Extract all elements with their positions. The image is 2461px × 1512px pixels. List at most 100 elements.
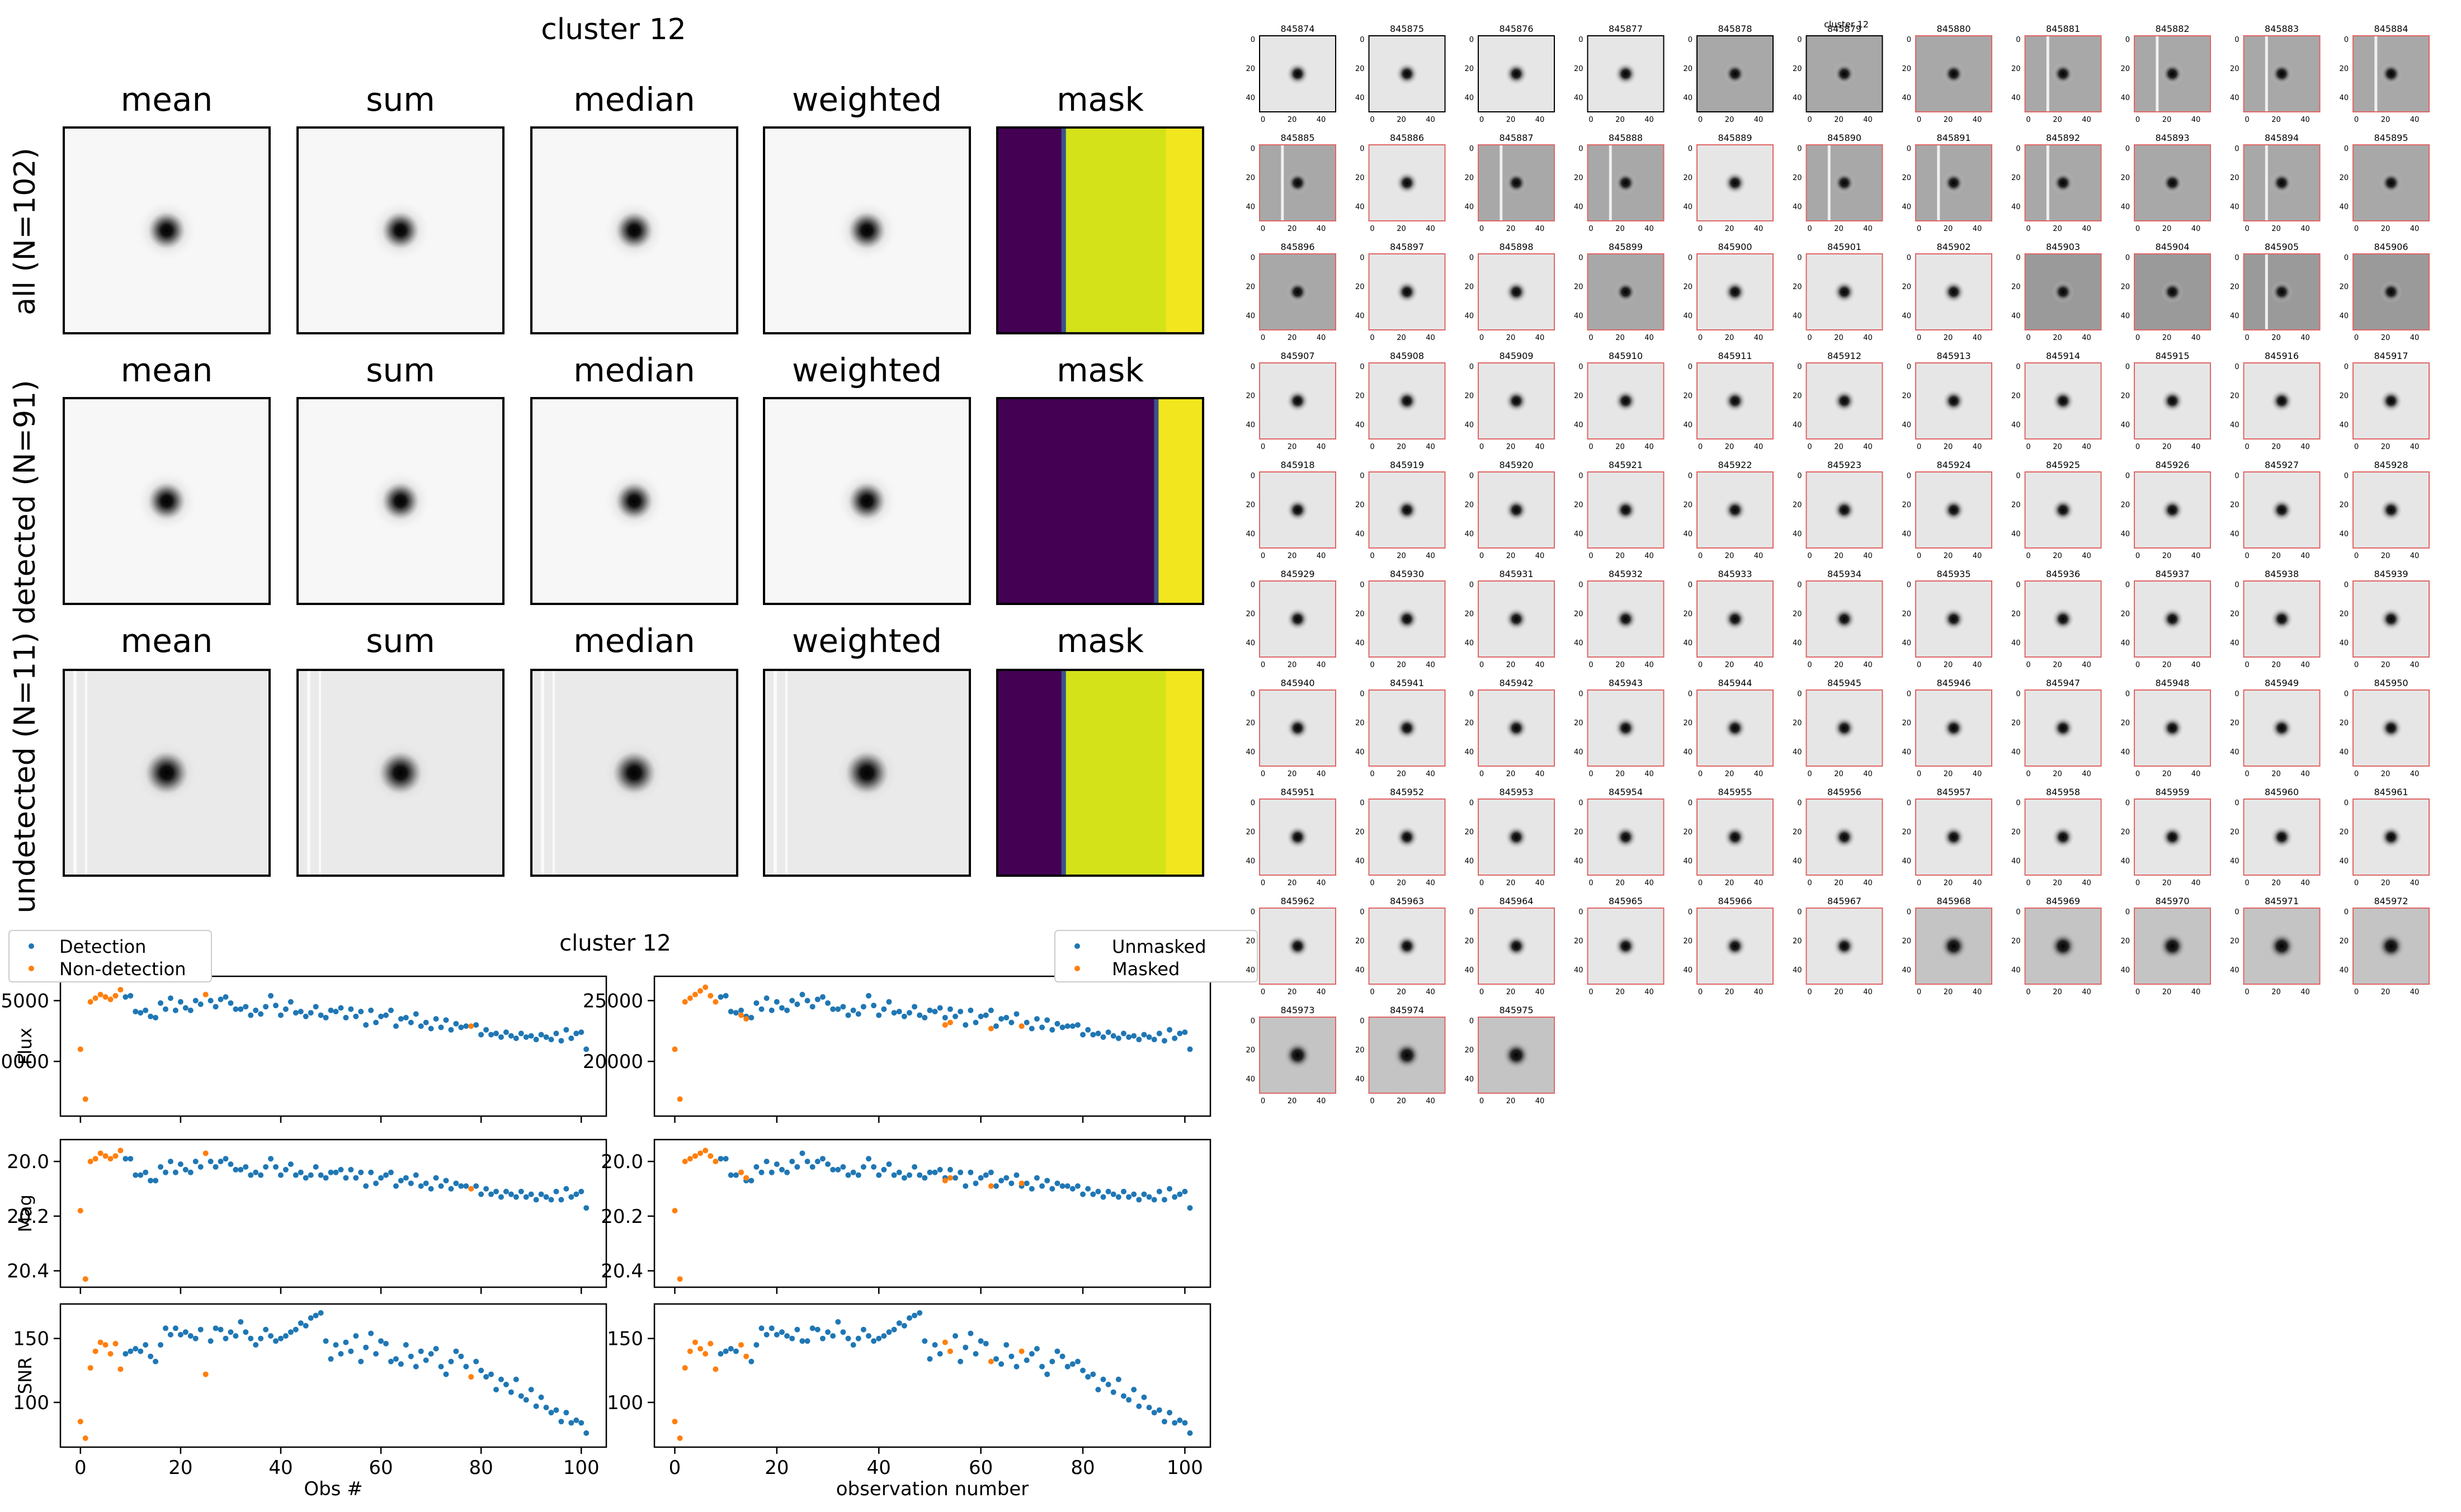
thumb-x-tick: 40	[1317, 116, 1326, 124]
thumb-x-tick: 0	[1588, 225, 1593, 233]
thumb-id: 845900	[1718, 242, 1752, 252]
thumb-y-tick: 0	[1797, 799, 1802, 807]
data-point	[687, 995, 693, 1001]
data-point	[358, 1009, 364, 1015]
thumb-x-tick: 40	[1644, 116, 1654, 124]
thumb-y-tick: 0	[2125, 799, 2130, 807]
thumb-x-tick: 40	[1644, 443, 1654, 451]
data-point	[677, 1276, 683, 1282]
x-tick-label: 100	[1167, 1457, 1203, 1479]
thumb-star	[2270, 172, 2293, 194]
thumb-x-tick: 20	[2271, 334, 2281, 342]
data-point	[338, 1351, 344, 1357]
data-point	[1024, 1019, 1030, 1026]
data-point	[814, 1326, 821, 1333]
thumb-y-tick: 20	[2339, 392, 2349, 400]
data-point	[177, 999, 183, 1005]
thumb-star	[1505, 608, 1527, 630]
thumb-x-tick: 40	[2410, 225, 2420, 233]
data-point	[202, 1371, 209, 1377]
thumb-frame	[2024, 253, 2102, 330]
thumb-y-tick: 20	[1793, 501, 1802, 509]
data-point	[1167, 1410, 1173, 1416]
thumb-x-tick: 40	[2410, 661, 2420, 669]
thumb-x-tick: 20	[1506, 443, 1516, 451]
thumb-x-tick: 40	[1863, 116, 1873, 124]
data-point	[453, 1020, 459, 1027]
thumb-y-tick: 0	[1578, 254, 1583, 262]
star-psf	[136, 200, 197, 261]
thumb-y-tick: 20	[2339, 937, 2349, 946]
data-point	[723, 993, 729, 999]
thumb-x-tick: 40	[2082, 225, 2091, 233]
data-point	[448, 1186, 454, 1192]
thumb-y-tick: 20	[2011, 501, 2021, 509]
y-tick-label: 100	[13, 1392, 49, 1414]
data-point	[769, 1169, 775, 1175]
data-point	[1146, 1194, 1152, 1200]
column-label: mean	[121, 81, 213, 119]
data-point	[258, 1011, 264, 1017]
data-point	[881, 1333, 887, 1339]
thumb-y-tick: 40	[2011, 203, 2021, 211]
plot-area	[653, 1138, 1211, 1288]
thumb-id: 845946	[1936, 678, 1970, 688]
thumb-y-tick: 40	[1574, 530, 1583, 538]
data-point	[917, 1012, 923, 1018]
thumb-x-tick: 20	[1615, 770, 1625, 778]
data-point	[998, 1361, 1005, 1367]
x-tick-label: 100	[563, 1457, 600, 1479]
thumb-id: 845964	[1499, 896, 1533, 906]
data-point	[891, 1010, 897, 1016]
thumb-y-tick: 0	[1797, 145, 1802, 153]
thumb-x-tick: 40	[1973, 770, 1982, 778]
data-point	[927, 1169, 933, 1175]
data-point	[523, 1194, 529, 1200]
data-point	[378, 1175, 384, 1181]
thumb-star	[2377, 932, 2406, 961]
data-point	[697, 988, 704, 994]
data-point	[1054, 1020, 1060, 1027]
mask-region-bright	[1156, 398, 1203, 604]
data-point	[273, 1003, 279, 1009]
data-point	[1156, 1188, 1162, 1194]
data-point	[912, 1004, 918, 1010]
data-point	[1024, 1357, 1030, 1363]
thumb-x-tick: 40	[1754, 661, 1764, 669]
thumb-y-tick: 40	[1793, 857, 1802, 866]
thumb-x-tick: 0	[1698, 334, 1703, 342]
data-point	[498, 1376, 504, 1382]
data-point	[413, 1011, 419, 1017]
thumb-y-tick: 0	[1360, 799, 1364, 807]
thumb-y-tick: 20	[1683, 174, 1692, 182]
thumb-y-tick: 40	[1793, 530, 1802, 538]
data-point	[743, 1016, 749, 1022]
data-point	[825, 1000, 831, 1006]
data-point	[413, 1364, 419, 1369]
thumb-star	[1724, 63, 1746, 85]
thumb-id: 845879	[1827, 23, 1861, 34]
thumb-x-tick: 0	[2026, 225, 2030, 233]
thumb-x-tick: 0	[2026, 443, 2030, 451]
thumb-star	[1614, 717, 1637, 739]
thumb-y-tick: 20	[1793, 283, 1802, 291]
data-point	[794, 1326, 800, 1333]
y-tick-label: 20.2	[601, 1206, 643, 1228]
data-point	[403, 1014, 409, 1020]
data-point	[128, 1348, 134, 1354]
x-tick-label: 80	[469, 1457, 493, 1479]
thumb-y-tick: 40	[2339, 639, 2349, 648]
data-point	[117, 1366, 124, 1372]
thumb-id: 845915	[2155, 351, 2189, 361]
thumb-id: 845876	[1499, 23, 1533, 34]
data-point	[968, 1169, 974, 1175]
thumb-id: 845911	[1718, 351, 1752, 361]
data-point	[277, 1335, 284, 1341]
data-point	[478, 1191, 484, 1197]
thumb-y-tick: 0	[1688, 908, 1692, 916]
data-point	[82, 1096, 88, 1102]
data-point	[1095, 1188, 1101, 1194]
thumb-x-tick: 20	[2053, 988, 2062, 996]
x-tick-label: 80	[1071, 1457, 1095, 1479]
data-point	[855, 1011, 861, 1017]
